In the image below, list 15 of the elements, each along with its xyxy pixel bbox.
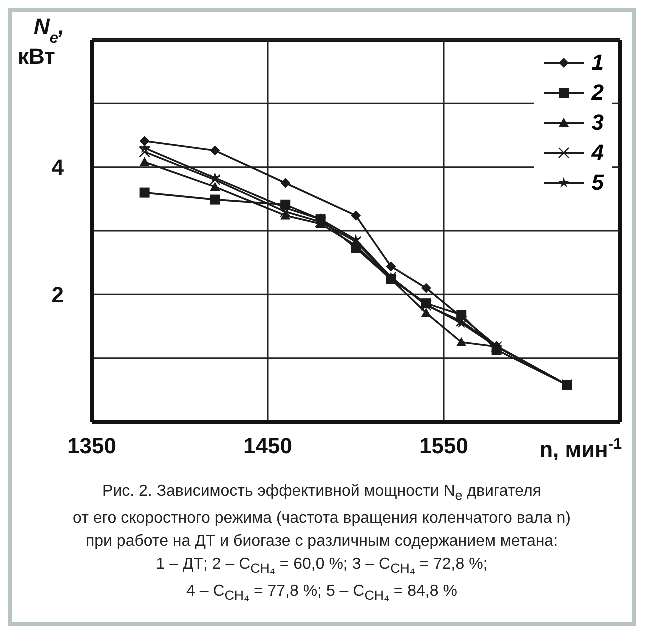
x-tick-label: 1350 <box>68 434 116 459</box>
legend-label: 1 <box>592 50 604 76</box>
text: при работе на ДТ и биогазе с различным содержанием метана: <box>84 532 560 552</box>
text: 4 – C$_{CH₄}$ = 77,8 %; 5 – C$_{CH₄}$ = 84,8 % <box>186 582 458 606</box>
legend-label: 3 <box>592 110 604 136</box>
text: 1 – ДТ; 2 – C$_{CH₄}$ = 60,0 %; 3 – C$_{CH₄}$ = 72,8 %; <box>155 555 489 578</box>
text: Рис. 2. Зависимость эффективной мощности N$_{e}$ двигателя <box>102 482 542 506</box>
x-axis-title: n, мин$^{-1}$ <box>540 436 622 462</box>
x-tick-label: 1450 <box>244 434 292 459</box>
x-tick-label: 1550 <box>420 434 468 459</box>
legend-label: 2 <box>592 80 604 106</box>
legend-label: 5 <box>592 170 604 196</box>
legend-label: 4 <box>592 140 604 166</box>
text: от его скоростного режима (частота вращения коленчатого вала n) <box>72 509 572 530</box>
y-axis-title: N$_{e}$, кВт <box>18 14 65 69</box>
